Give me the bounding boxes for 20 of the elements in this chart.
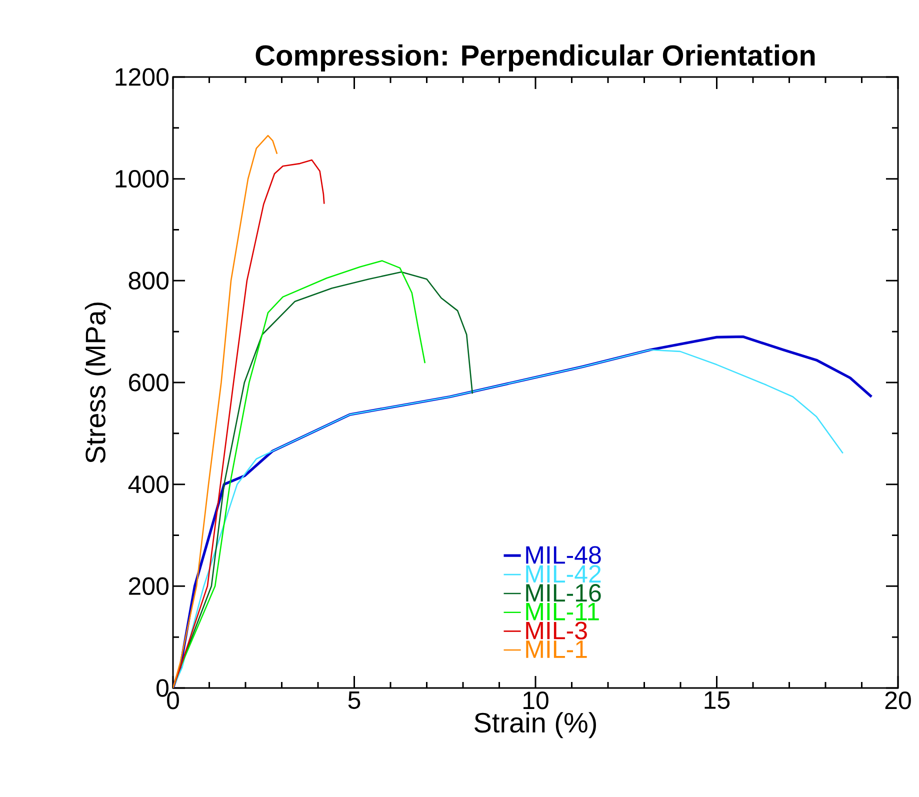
y-tick-label: 1000 xyxy=(116,170,168,188)
legend-label: MIL-3 xyxy=(526,622,587,640)
legend-label: MIL-42 xyxy=(526,565,601,583)
x-axis-title: Strain (%) xyxy=(474,712,596,738)
x-tick-label: 10 xyxy=(523,692,548,710)
y-tick-label: 800 xyxy=(128,272,168,290)
x-tick-label: 20 xyxy=(885,692,911,710)
legend-label: MIL-16 xyxy=(526,584,601,602)
y-tick-label: 1200 xyxy=(116,68,168,86)
y-axis-title: Stress (MPa) xyxy=(84,302,111,463)
legend-label: MIL-1 xyxy=(526,640,587,658)
x-tick-label: 15 xyxy=(704,692,730,709)
y-tick-label: 200 xyxy=(129,577,168,596)
y-tick-label: 600 xyxy=(129,374,168,392)
y-tick-label: 0 xyxy=(156,679,168,697)
chart-title: Compression: Perpendicular Orientation xyxy=(256,44,815,72)
y-tick-label: 400 xyxy=(128,475,168,494)
legend-label: MIL-11 xyxy=(526,602,599,620)
x-tick-label: 5 xyxy=(348,692,360,709)
legend-label: MIL-48 xyxy=(526,546,601,564)
